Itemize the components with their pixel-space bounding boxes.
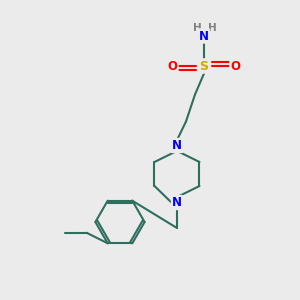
- Text: H: H: [208, 22, 217, 33]
- Text: O: O: [167, 59, 178, 73]
- Text: S: S: [200, 59, 208, 73]
- Text: N: N: [172, 139, 182, 152]
- Text: O: O: [230, 59, 241, 73]
- Text: N: N: [172, 196, 182, 209]
- Text: N: N: [199, 29, 209, 43]
- Text: H: H: [193, 22, 202, 33]
